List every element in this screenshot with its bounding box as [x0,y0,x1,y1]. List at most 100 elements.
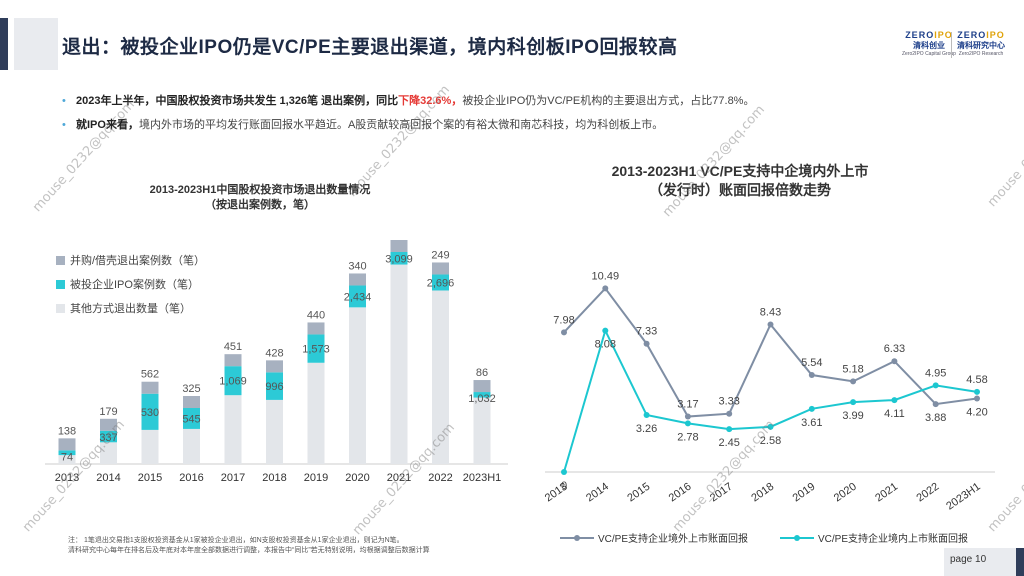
zero2ipo-research-logo: ZEROIPO 清科研究中心 Zero2IPO Research [957,30,1005,57]
bar-chart-legend: 并购/借壳退出案例数（笔） 被投企业IPO案例数（笔） 其他方式退出数量（笔） [56,252,205,324]
bar-ipo [390,252,408,265]
legend-swatch [56,303,65,313]
point-domestic [726,426,733,433]
point-overseas [850,378,857,385]
bar-other [141,429,159,464]
bar-mid-label: 530 [141,407,159,419]
bar-top-label: 249 [431,249,449,261]
bar-buyback [141,381,159,394]
label-overseas: 10.49 [592,270,620,282]
bar-buyback [473,380,491,393]
point-domestic [602,327,609,334]
bar-other [224,395,242,464]
legend-item-ipo: 被投企业IPO案例数（笔） [56,276,205,292]
label-domestic: 3.26 [636,423,657,435]
bar-buyback [349,273,366,286]
point-domestic [808,405,815,412]
bar-other [266,399,283,464]
x-tick-label: 2015 [625,481,652,505]
bar-mid-label: 2,696 [427,277,455,289]
legend-swatch [56,279,65,289]
bar-mid-label: 1,069 [219,376,247,388]
ipo-return-line-chart: 7.98 10.49 7.33 3.17 3.33 8.43 5.54 5.18 6.33 3.8… [543,270,995,513]
label-domestic: 3.99 [842,410,863,422]
bar-ipo [266,372,283,400]
label-domestic: 2.58 [760,435,781,447]
bar-top-label: 325 [182,383,200,395]
x-tick-label: 2019 [304,472,328,484]
label-overseas: 7.33 [636,326,657,338]
bar-ipo [141,393,159,430]
bar-chart-title: 2013-2023H1中国股权投资市场退出数量情况 （按退出案例数，笔） [149,184,371,211]
point-domestic [974,388,980,395]
bar-top-label: 428 [265,347,283,359]
label-overseas: 5.18 [842,363,863,375]
label-domestic: 8.08 [595,339,616,351]
label-domestic: 4.58 [966,374,987,386]
bar-buyback [100,418,117,431]
page-title: 退出：被投企业IPO仍是VC/PE主要退出渠道，境内科创板IPO回报较高 [62,37,678,58]
bar-buyback [266,360,283,373]
x-tick-label: 2023H1 [463,472,502,484]
x-tick-label: 2022 [428,472,452,484]
bullet-exit-summary: 2023年上半年，中国股权投资市场共发生 1,326笔 退出案例，同比下降32.… [60,94,980,108]
bar-other [100,442,117,464]
point-overseas [767,321,774,328]
point-overseas [561,329,567,336]
bar-other [432,290,449,464]
point-domestic [932,382,939,389]
label-overseas: 7.98 [553,314,574,326]
bar-top-label: 440 [307,309,325,321]
bar-mid-label: 1,032 [468,393,496,405]
page-accent-bar [1016,548,1024,576]
label-overseas: 3.88 [925,412,946,424]
title-bar: 退出：被投企业IPO仍是VC/PE主要退出渠道，境内科创板IPO回报较高 [0,18,1024,70]
label-overseas: 3.17 [677,399,698,411]
line-legend-domestic: VC/PE支持企业境内上市账面回报 [780,530,968,545]
point-overseas [932,401,939,408]
bar-mid-label: 545 [182,413,200,425]
title-accent-bar [0,18,8,70]
x-tick-label: 2013 [55,472,79,484]
bar-top-label: 86 [476,367,488,379]
x-tick-label: 2021 [873,481,900,505]
bar-other [58,455,76,464]
point-domestic [561,469,567,475]
label-overseas: 3.33 [718,396,739,408]
label-overseas: 6.33 [884,343,905,355]
legend-line-overseas [560,534,594,541]
point-overseas [684,413,691,420]
line-legend-overseas: VC/PE支持企业境外上市账面回报 [560,530,748,545]
series-line-domestic [563,327,978,473]
point-overseas [808,372,815,379]
legend-line-domestic [780,534,814,541]
point-domestic [850,399,857,406]
bar-mid-label: 1,573 [302,344,330,356]
point-overseas [726,410,733,417]
bar-top-label: 562 [141,369,159,381]
bar-ipo [473,392,491,398]
legend-swatch [56,255,65,265]
x-tick-label: 2015 [138,472,162,484]
bar-top-label: 179 [99,406,117,418]
bar-other [349,307,366,464]
x-tick-label: 2018 [262,472,286,484]
label-domestic: 4.95 [925,367,946,379]
bar-buyback [58,438,76,451]
point-domestic [767,423,774,430]
bar-other [473,397,491,464]
bar-mid-label: 996 [265,381,283,393]
summary-bullets: 2023年上半年，中国股权投资市场共发生 1,326笔 退出案例，同比下降32.… [60,94,980,142]
watermark: mouse_0232@qq.com [985,92,1024,211]
x-tick-label: 2016 [179,472,203,484]
bar-ipo [183,408,200,429]
bar-mid-label: 74 [61,451,73,463]
point-overseas [891,358,898,365]
bar-top-label: 340 [348,260,366,272]
bullet-ipo-summary: 就IPO来看，境内外市场的平均发行账面回报水平趋近。A股贡献较高回报个案的有裕太… [60,118,980,132]
label-domestic: 3.61 [801,417,822,429]
x-tick-label: 2021 [387,472,411,484]
x-tick-label: 2019 [791,481,818,505]
legend-item-other: 其他方式退出数量（笔） [56,300,205,316]
page-number-box [944,548,1024,576]
